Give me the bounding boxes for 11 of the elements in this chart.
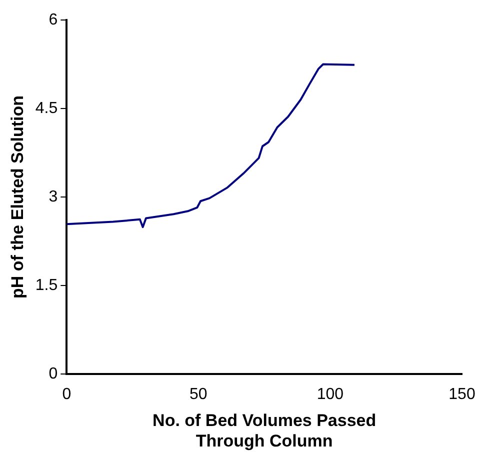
y-tick-label: 1.5 bbox=[35, 276, 58, 294]
x-axis-title: No. of Bed Volumes Passed Through Column bbox=[152, 411, 376, 450]
y-tick-label: 0 bbox=[48, 365, 58, 382]
y-tick-label: 4.5 bbox=[35, 100, 58, 117]
y-tick-label: 3 bbox=[48, 188, 58, 206]
x-tick-label: 150 bbox=[448, 386, 476, 404]
x-tick-label: 0 bbox=[62, 386, 72, 404]
y-tick-label: 6 bbox=[48, 11, 58, 28]
x-tick-label: 100 bbox=[316, 386, 344, 404]
x-tick-label: 50 bbox=[190, 386, 208, 404]
y-axis-title: pH of the Eluted Solution bbox=[8, 95, 27, 299]
